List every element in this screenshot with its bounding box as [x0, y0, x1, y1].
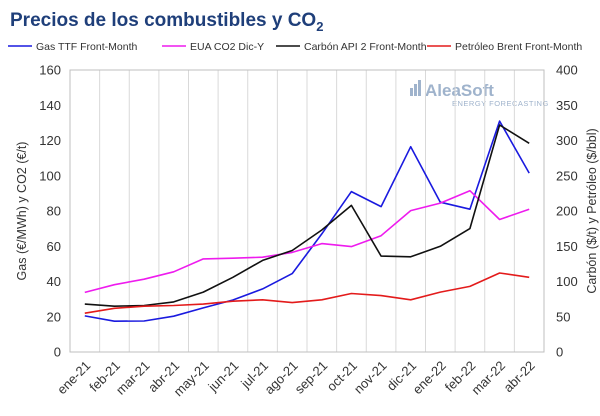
series-line-gas-ttf-front-month: [84, 120, 530, 323]
right-axis-tick-label: 300: [556, 133, 578, 148]
x-axis-tick-label: ago-21: [262, 358, 301, 397]
right-axis-tick-label: 200: [556, 204, 578, 219]
right-axis-tick-label: 100: [556, 274, 578, 289]
left-axis-tick-label: 160: [39, 63, 61, 78]
legend-label: Carbón API 2 Front-Month: [304, 41, 427, 53]
right-axis-tick-label: 350: [556, 98, 578, 113]
grid: [99, 70, 515, 352]
left-axis-tick-label: 140: [39, 98, 61, 113]
right-axis-tick-label: 250: [556, 168, 578, 183]
left-axis-ticks: 0 20 40 60 80 100 120 140 160: [39, 63, 61, 360]
logo-bar: [418, 80, 421, 96]
legend-label: EUA CO2 Dic-Y: [190, 41, 264, 53]
right-axis-ticks: 0 50 100 150 200 250 300 350 400: [556, 63, 578, 360]
left-axis-tick-label: 20: [47, 309, 61, 324]
legend-label: Gas TTF Front-Month: [36, 41, 137, 53]
x-axis-ticks: ene-21feb-21mar-21abr-21may-21jun-21jul-…: [54, 358, 538, 399]
series-line-petroleo-brent-front-month: [84, 272, 530, 314]
left-axis-tick-label: 60: [47, 239, 61, 254]
logo-tagline: ENERGY FORECASTING: [452, 99, 549, 108]
left-axis-tick-label: 80: [47, 204, 61, 219]
plot-area: [69, 69, 545, 353]
left-axis-tick-label: 0: [54, 345, 61, 360]
x-axis-tick-label: jun-21: [205, 358, 242, 395]
x-axis-tick-label: ene-21: [54, 358, 93, 397]
x-axis-tick-label: ene-22: [410, 358, 449, 397]
logo-bar: [414, 84, 417, 96]
legend: Gas TTF Front-Month EUA CO2 Dic-Y Carbón A…: [8, 41, 582, 53]
left-axis-label: Gas (€/MWh) y CO2 (€/t): [15, 142, 29, 281]
series-line-eua-co2-dic-y: [84, 189, 530, 294]
series-line-carbon-api-2-front-month: [84, 124, 530, 308]
right-axis-tick-label: 400: [556, 63, 578, 78]
right-axis-tick-label: 0: [556, 345, 563, 360]
logo-text: AleaSoft: [425, 81, 494, 100]
right-axis-tick-label: 50: [556, 309, 570, 324]
left-axis-tick-label: 40: [47, 274, 61, 289]
aleasoft-logo-mark: [410, 80, 421, 96]
left-axis-tick-label: 100: [39, 168, 61, 183]
legend-label: Petróleo Brent Front-Month: [455, 41, 582, 53]
aleasoft-logo: AleaSoft ENERGY FORECASTING: [410, 80, 549, 108]
chart-title: Precios de los combustibles y CO2: [10, 10, 323, 34]
right-axis-label: Carbón ($/t) y Petróleo ($/bbl): [585, 128, 599, 293]
logo-bar: [410, 88, 413, 96]
x-axis-tick-label: abr-22: [501, 358, 538, 395]
series-lines: [84, 120, 530, 323]
left-axis-tick-label: 120: [39, 133, 61, 148]
right-axis-tick-label: 150: [556, 239, 578, 254]
x-axis-tick-label: mar-21: [113, 358, 153, 398]
x-axis-tick-label: sep-21: [292, 358, 331, 397]
x-axis-tick-label: nov-21: [351, 358, 390, 397]
x-axis-tick-label: mar-22: [468, 358, 508, 398]
